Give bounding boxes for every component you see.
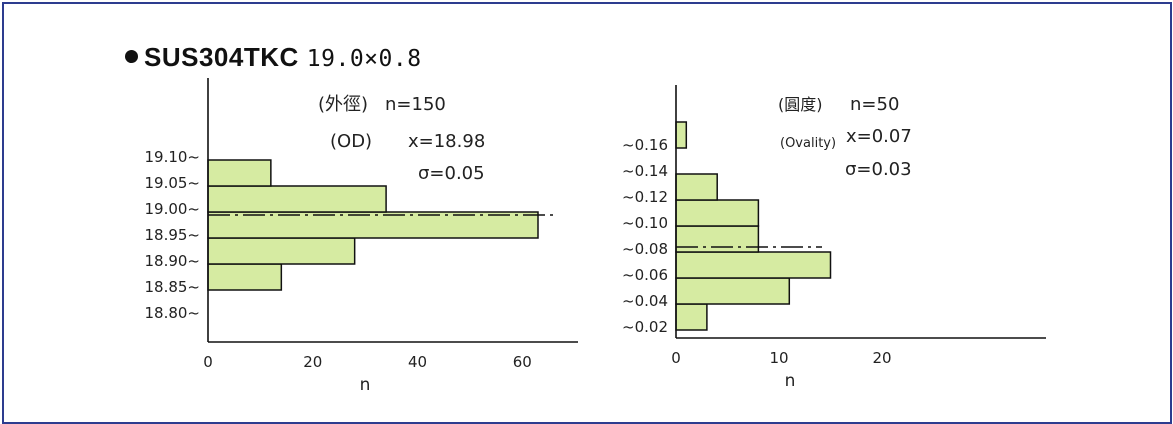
y-tick-label: 19.00~	[144, 200, 200, 218]
y-tick-label: ~0.08	[622, 240, 668, 258]
y-tick-label: 18.80~	[144, 304, 200, 322]
x-tick-label: 60	[513, 353, 532, 371]
x-tick-label: 0	[671, 349, 681, 367]
x-tick-label: 40	[408, 353, 427, 371]
y-tick-label: ~0.14	[622, 162, 668, 180]
stats-label: (外徑)	[318, 94, 368, 115]
stats-n-text: n=50	[850, 94, 899, 115]
title-dimensions: 19.0×0.8	[306, 46, 422, 72]
y-tick-label: ~0.06	[622, 266, 668, 284]
y-tick-label: 18.85~	[144, 278, 200, 296]
stats-n-text: n=150	[385, 94, 446, 115]
chart-title: SUS304TKC 19.0×0.8	[125, 42, 422, 73]
y-tick-label: ~0.02	[622, 318, 668, 336]
y-tick-label: 18.95~	[144, 226, 200, 244]
stats-label-en: (OD)	[330, 131, 372, 152]
y-tick-label: ~0.04	[622, 292, 668, 310]
bar	[675, 173, 718, 201]
bar	[675, 199, 760, 227]
stats-label: (圓度)	[778, 95, 823, 114]
bar	[207, 263, 283, 291]
bullet-icon	[125, 50, 138, 63]
stats-mean-text: x=18.98	[408, 131, 485, 152]
bar	[675, 303, 708, 331]
bar	[207, 237, 356, 265]
bar	[675, 251, 832, 279]
y-tick-label: ~0.12	[622, 188, 668, 206]
y-tick-label: 19.05~	[144, 174, 200, 192]
x-tick-label: 0	[203, 353, 213, 371]
y-tick-label: ~0.10	[622, 214, 668, 232]
x-tick-label: 20	[303, 353, 322, 371]
x-tick-label: 20	[872, 349, 891, 367]
bar	[207, 159, 272, 187]
bar	[207, 185, 387, 213]
stats-mean-text: x=0.07	[846, 126, 912, 147]
y-tick-label: 19.10~	[144, 148, 200, 166]
stats-label-en: (Ovality)	[780, 136, 836, 151]
bar	[675, 225, 760, 253]
bar	[207, 211, 539, 239]
x-axis-label: n	[785, 371, 796, 391]
stats-sigma-text: σ=0.05	[418, 163, 485, 184]
y-tick-label: ~0.16	[622, 136, 668, 154]
title-material: SUS304TKC	[144, 42, 299, 72]
bar	[675, 277, 791, 305]
x-axis-label: n	[360, 375, 371, 395]
y-tick-label: 18.90~	[144, 252, 200, 270]
x-tick-label: 10	[769, 349, 788, 367]
bar	[675, 121, 688, 149]
stats-sigma-text: σ=0.03	[845, 159, 912, 180]
